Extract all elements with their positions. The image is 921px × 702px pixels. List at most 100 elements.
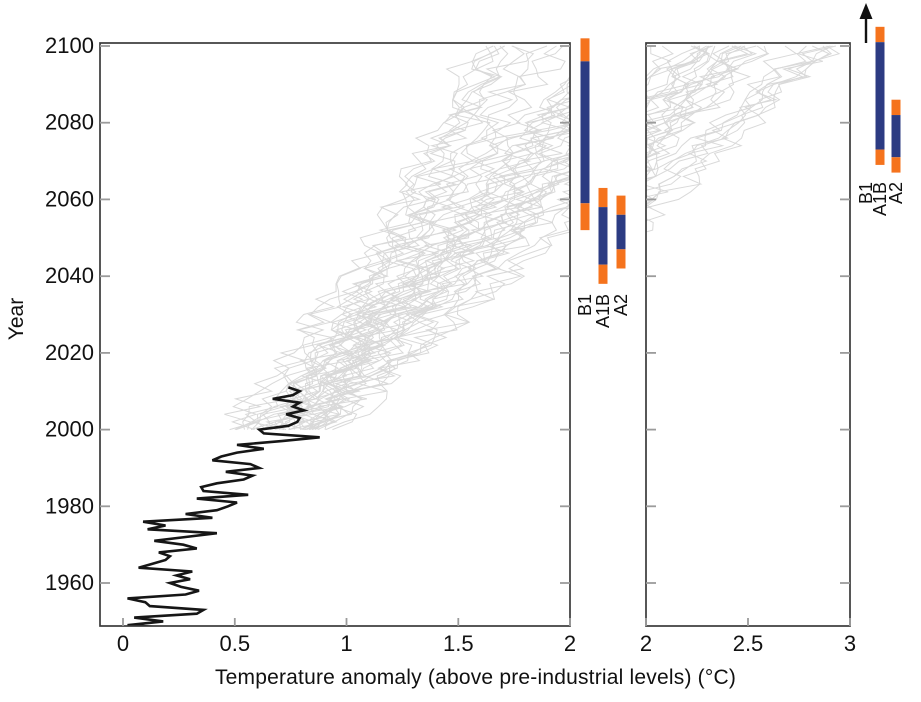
ensemble-line [646, 45, 737, 165]
ensemble-line [646, 45, 831, 202]
scenario-bar-a1b-cross-2C: A1B [593, 187, 613, 328]
scenario-label-a1b: A1B [593, 294, 613, 328]
ensemble-line [646, 45, 749, 180]
observed-line-group [127, 386, 320, 626]
ensemble-line [646, 45, 730, 132]
scenario-label-a2: A2 [886, 182, 906, 204]
ensemble-line [242, 45, 505, 430]
whisker-bottom [580, 203, 590, 231]
whisker-bottom [875, 149, 885, 165]
x-tick-label: 0.5 [220, 631, 251, 656]
y-tick-label: 2060 [45, 186, 94, 211]
ensemble-line [230, 78, 570, 431]
whisker-bottom [616, 249, 626, 269]
ensemble-line [257, 203, 570, 431]
right-panel-ensemble-lines [400, 45, 841, 430]
x-tick-label: 2 [640, 631, 652, 656]
ensemble-line [427, 46, 589, 430]
y-tick-label: 2080 [45, 110, 94, 135]
scenario-bar-a2-cross-3C: A2 [886, 99, 906, 204]
whisker-top [891, 99, 901, 116]
scenario-label-a1b: A1B [870, 182, 890, 216]
whisker-top [875, 26, 885, 43]
core-range [580, 61, 590, 204]
ensemble-line [646, 45, 713, 125]
ensemble-line [234, 104, 570, 431]
ensemble-line [270, 175, 570, 431]
ensemble-line [411, 46, 581, 430]
y-tick-label: 2000 [45, 417, 94, 442]
left-panel-ensemble-lines [224, 45, 570, 431]
ensemble-line [646, 45, 831, 206]
x-tick-label: 3 [844, 631, 856, 656]
ensemble-line [306, 170, 570, 431]
left-panel-frame [99, 42, 571, 627]
whisker-bottom [598, 264, 608, 284]
ensemble-line [314, 154, 570, 430]
y-tick-label: 1980 [45, 493, 94, 518]
scenario-label-b1: B1 [856, 182, 876, 204]
ensemble-line [304, 189, 570, 431]
beyond-2100-arrow-head [859, 3, 873, 19]
whisker-top [580, 38, 590, 62]
ensemble-line [291, 156, 570, 430]
y-tick-label: 2020 [45, 340, 94, 365]
y-tick-label: 2100 [45, 33, 94, 58]
ensemble-line [646, 45, 824, 222]
ensemble-line [317, 75, 570, 431]
whisker-top [616, 195, 626, 215]
ensemble-line [229, 171, 570, 431]
scenario-bar-b1-cross-3C: B1 [856, 3, 876, 204]
x-tick-label: 2.5 [733, 631, 764, 656]
ensemble-line [298, 135, 570, 430]
ensemble-line [301, 157, 570, 431]
ensemble-line [646, 45, 837, 180]
ensemble-line [646, 45, 701, 102]
scenario-label-a2: A2 [611, 294, 631, 316]
scenario-bar-a2-cross-2C: A2 [611, 195, 631, 316]
ensemble-line [400, 46, 606, 430]
ensemble-line [646, 45, 746, 134]
ensemble-line [646, 45, 710, 108]
ensemble-line [646, 45, 716, 126]
ensemble-line [274, 178, 570, 431]
core-range [616, 214, 626, 250]
scenario-bar-a1b-cross-3C: A1B [870, 26, 890, 216]
y-axis-title: Year [5, 297, 28, 341]
ensemble-line [646, 45, 719, 137]
ensemble-line [646, 45, 757, 156]
observed-line [127, 386, 320, 626]
right-panel-frame [645, 42, 851, 627]
ensemble-line [324, 146, 570, 430]
ensemble-line [646, 45, 768, 178]
ensemble-line [314, 220, 570, 431]
ensemble-line [325, 128, 570, 431]
core-range [598, 207, 608, 265]
ensemble-line [646, 45, 712, 131]
x-tick-label: 1.5 [443, 631, 474, 656]
ensemble-line [646, 45, 833, 233]
whisker-bottom [891, 157, 901, 173]
ensemble-line [329, 45, 509, 431]
y-tick-label: 2040 [45, 263, 94, 288]
x-tick-label: 0 [117, 631, 129, 656]
core-range [875, 42, 885, 150]
ensemble-line [262, 45, 566, 430]
ensemble-line [297, 45, 494, 431]
core-range [891, 115, 901, 158]
whisker-top [598, 187, 608, 208]
x-tick-label: 2 [564, 631, 576, 656]
scenario-bar-b1-cross-2C: B1 [575, 38, 595, 316]
ensemble-line [289, 45, 505, 430]
scenario-label-b1: B1 [575, 294, 595, 316]
x-tick-label: 1 [340, 631, 352, 656]
y-tick-label: 1960 [45, 570, 94, 595]
ensemble-line [309, 80, 570, 430]
ensemble-line [646, 45, 798, 205]
ensemble-line [646, 45, 758, 154]
ensemble-line [277, 45, 535, 430]
ensemble-line [646, 45, 710, 159]
ensemble-line [646, 45, 833, 209]
